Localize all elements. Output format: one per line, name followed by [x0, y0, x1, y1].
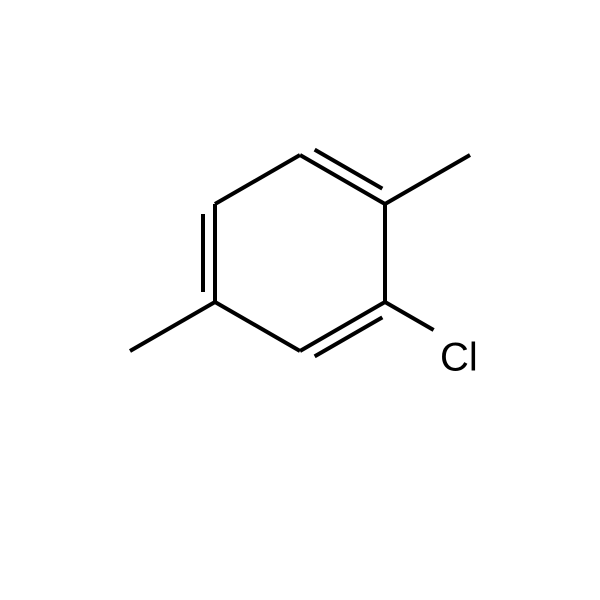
molecule-diagram: Cl [0, 0, 600, 600]
bond-line [385, 155, 470, 204]
bond-line [130, 302, 215, 351]
bond-line [385, 302, 434, 330]
bond-line [300, 155, 385, 204]
bond-line [300, 302, 385, 351]
atom-label-cl: Cl [440, 336, 478, 380]
bond-line [215, 302, 300, 351]
bond-line [215, 155, 300, 204]
